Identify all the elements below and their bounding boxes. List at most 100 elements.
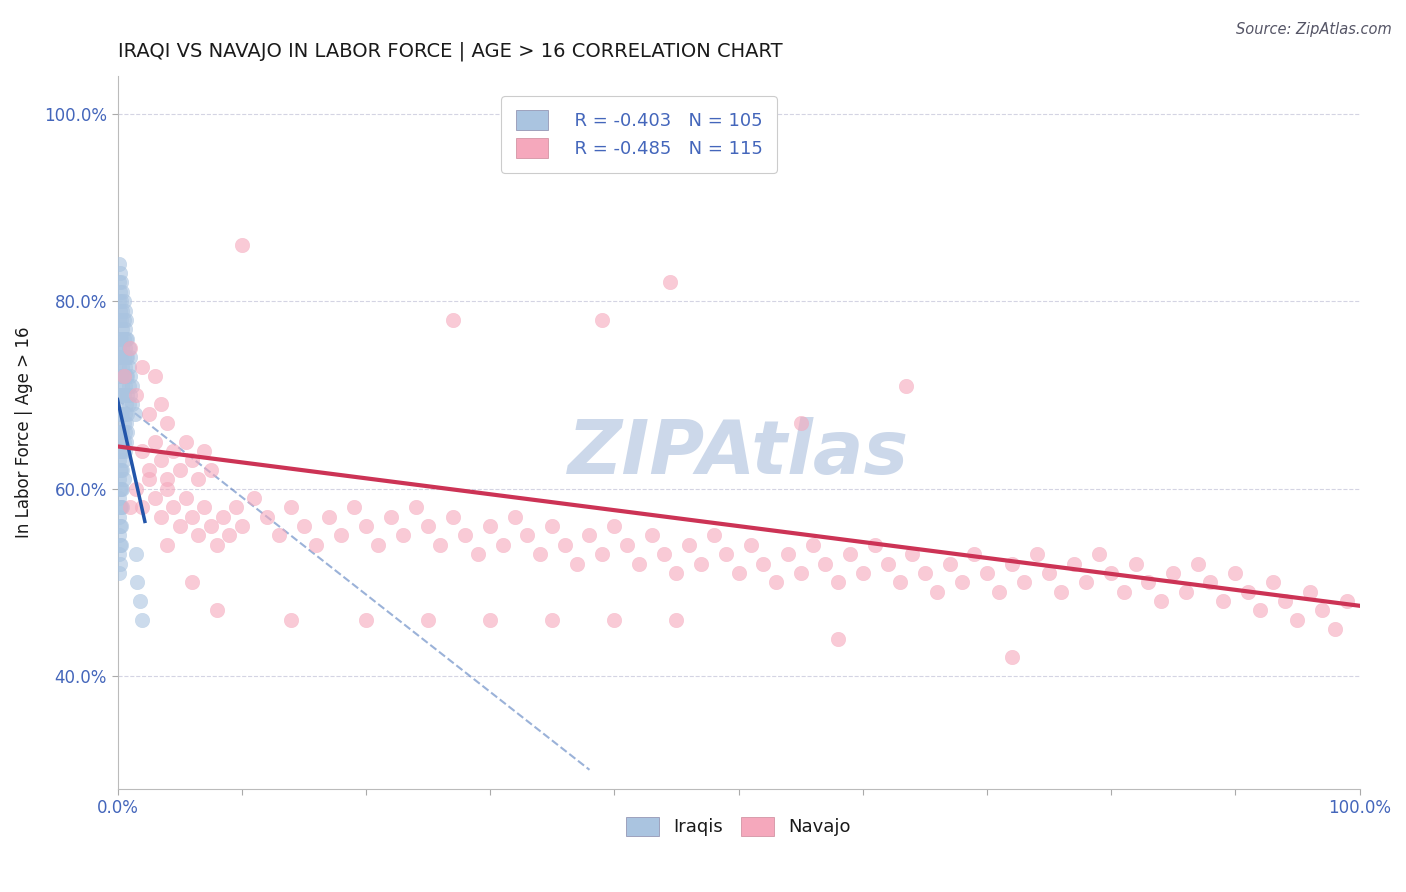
Point	[1249, 603, 1271, 617]
Point	[117, 332, 139, 346]
Point	[110, 294, 132, 309]
Point	[117, 407, 139, 421]
Text: IRAQI VS NAVAJO IN LABOR FORCE | AGE > 16 CORRELATION CHART: IRAQI VS NAVAJO IN LABOR FORCE | AGE > 1…	[118, 42, 782, 62]
Point	[111, 407, 134, 421]
Point	[193, 500, 215, 515]
Point	[1076, 575, 1098, 590]
Point	[110, 538, 132, 552]
Point	[1174, 584, 1197, 599]
Point	[112, 388, 135, 402]
Point	[118, 378, 141, 392]
Point	[111, 463, 134, 477]
Point	[110, 351, 132, 365]
Point	[554, 538, 576, 552]
Point	[110, 444, 132, 458]
Point	[114, 359, 136, 374]
Point	[367, 538, 389, 552]
Point	[118, 500, 141, 515]
Point	[814, 557, 837, 571]
Point	[1236, 584, 1258, 599]
Point	[1323, 622, 1346, 636]
Point	[1286, 613, 1309, 627]
Point	[108, 482, 131, 496]
Point	[143, 491, 166, 505]
Point	[111, 303, 134, 318]
Point	[107, 453, 129, 467]
Point	[110, 500, 132, 515]
Point	[187, 472, 209, 486]
Point	[110, 519, 132, 533]
Point	[107, 388, 129, 402]
Point	[181, 453, 204, 467]
Point	[200, 519, 222, 533]
Point	[914, 566, 936, 580]
Point	[143, 369, 166, 384]
Point	[392, 528, 415, 542]
Point	[976, 566, 998, 580]
Point	[603, 519, 626, 533]
Point	[115, 351, 138, 365]
Point	[118, 369, 141, 384]
Point	[243, 491, 266, 505]
Point	[112, 294, 135, 309]
Point	[125, 482, 148, 496]
Point	[111, 359, 134, 374]
Point	[267, 528, 290, 542]
Point	[938, 557, 960, 571]
Point	[181, 509, 204, 524]
Point	[112, 369, 135, 384]
Point	[112, 472, 135, 486]
Point	[131, 359, 153, 374]
Point	[516, 528, 538, 542]
Point	[876, 557, 898, 571]
Point	[107, 528, 129, 542]
Point	[110, 482, 132, 496]
Point	[839, 547, 862, 561]
Point	[174, 491, 197, 505]
Text: Source: ZipAtlas.com: Source: ZipAtlas.com	[1236, 22, 1392, 37]
Point	[765, 575, 787, 590]
Point	[125, 388, 148, 402]
Point	[131, 444, 153, 458]
Point	[107, 341, 129, 355]
Point	[889, 575, 911, 590]
Point	[107, 547, 129, 561]
Point	[114, 303, 136, 318]
Point	[801, 538, 824, 552]
Point	[380, 509, 402, 524]
Point	[454, 528, 477, 542]
Point	[678, 538, 700, 552]
Point	[714, 547, 737, 561]
Point	[115, 416, 138, 430]
Point	[827, 632, 849, 646]
Point	[115, 332, 138, 346]
Point	[118, 388, 141, 402]
Point	[110, 369, 132, 384]
Point	[529, 547, 551, 561]
Point	[108, 519, 131, 533]
Point	[107, 509, 129, 524]
Point	[441, 509, 464, 524]
Point	[127, 575, 149, 590]
Point	[131, 613, 153, 627]
Point	[112, 369, 135, 384]
Point	[112, 313, 135, 327]
Point	[187, 528, 209, 542]
Point	[112, 434, 135, 449]
Point	[1212, 594, 1234, 608]
Point	[115, 434, 138, 449]
Point	[628, 557, 651, 571]
Point	[107, 491, 129, 505]
Point	[118, 341, 141, 355]
Point	[128, 594, 150, 608]
Point	[124, 407, 146, 421]
Point	[603, 613, 626, 627]
Point	[405, 500, 427, 515]
Point	[107, 257, 129, 271]
Point	[752, 557, 775, 571]
Point	[108, 463, 131, 477]
Point	[108, 332, 131, 346]
Point	[225, 500, 247, 515]
Point	[616, 538, 638, 552]
Point	[108, 444, 131, 458]
